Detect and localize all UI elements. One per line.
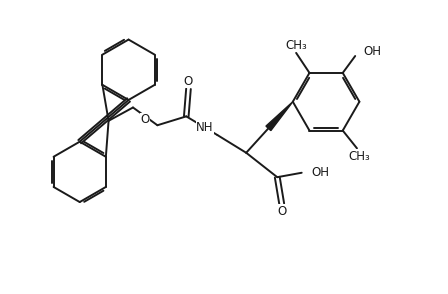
- Text: O: O: [277, 205, 286, 218]
- Polygon shape: [266, 102, 293, 131]
- Text: OH: OH: [363, 45, 381, 58]
- Text: OH: OH: [311, 166, 329, 179]
- Text: O: O: [184, 75, 193, 88]
- Text: CH₃: CH₃: [285, 39, 307, 52]
- Text: CH₃: CH₃: [348, 150, 370, 163]
- Text: O: O: [140, 113, 150, 126]
- Text: NH: NH: [196, 121, 214, 133]
